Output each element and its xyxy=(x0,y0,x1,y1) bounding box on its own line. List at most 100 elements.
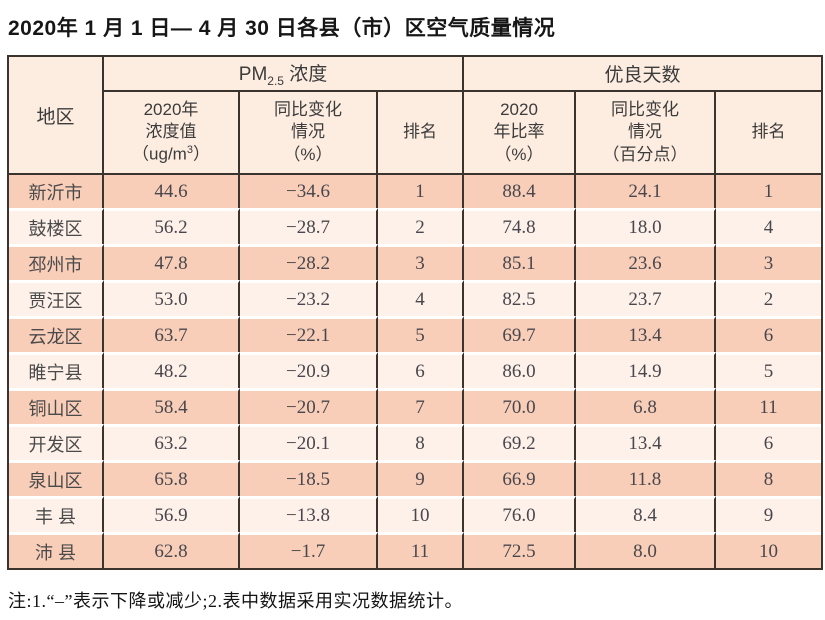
pm-rank-cell: 4 xyxy=(378,280,464,316)
pm-change-cell: −28.2 xyxy=(240,244,378,280)
region-column-header: 地区 xyxy=(9,57,104,175)
ratio-cell: 70.0 xyxy=(464,388,576,424)
air-quality-table: 地区 PM2.5 浓度 优良天数 2020年 浓度值 （ug/m3） 同比变化 … xyxy=(7,55,824,570)
pm-unit-prefix: （ug/m xyxy=(132,144,187,164)
pm-change-cell: −28.7 xyxy=(240,208,378,244)
good-rank-cell: 6 xyxy=(716,316,822,352)
pm-value-header-line1: 2020年 xyxy=(143,100,199,120)
header-group-row: 地区 PM2.5 浓度 优良天数 xyxy=(9,57,822,175)
table-row: 泉山区 65.8 −18.5 9 66.9 11.8 8 xyxy=(9,460,822,496)
page-title: 2020年 1 月 1 日— 4 月 30 日各县（市）区空气质量情况 xyxy=(8,17,556,40)
pm-change-header-line2: 情况 xyxy=(291,122,325,142)
pm25-group-header: PM2.5 浓度 xyxy=(104,57,464,92)
pm-change-cell: −13.8 xyxy=(240,496,378,532)
ratio-cell: 74.8 xyxy=(464,208,576,244)
ratio-change-cell: 8.0 xyxy=(576,532,716,568)
good-rank-cell: 3 xyxy=(716,244,822,280)
region-cell: 鼓楼区 xyxy=(9,208,104,244)
pm-value-cell: 63.7 xyxy=(104,316,240,352)
ratio-cell: 66.9 xyxy=(464,460,576,496)
good-rank-cell: 11 xyxy=(716,388,822,424)
pm-rank-cell: 1 xyxy=(378,175,464,208)
pm25-label-subscript: 2.5 xyxy=(267,73,284,88)
table-row: 铜山区 58.4 −20.7 7 70.0 6.8 11 xyxy=(9,388,822,424)
pm-value-cell: 44.6 xyxy=(104,175,240,208)
ratio-change-header-line3: （百分点） xyxy=(602,144,688,164)
table-header: 地区 PM2.5 浓度 优良天数 2020年 浓度值 （ug/m3） 同比变化 … xyxy=(9,57,822,175)
pm-rank-cell: 6 xyxy=(378,352,464,388)
region-cell: 云龙区 xyxy=(9,316,104,352)
pm25-label-prefix: PM xyxy=(238,64,268,86)
table-row: 鼓楼区 56.2 −28.7 2 74.8 18.0 4 xyxy=(9,208,822,244)
pm-value-header-line2: 浓度值 xyxy=(145,122,197,142)
pm-value-header-unit: （ug/m3） xyxy=(104,143,238,166)
pm-unit-suffix: ） xyxy=(192,144,210,164)
ratio-change-cell: 11.8 xyxy=(576,460,716,496)
pm-change-cell: −23.2 xyxy=(240,280,378,316)
ratio-cell: 88.4 xyxy=(464,175,576,208)
pm-rank-cell: 8 xyxy=(378,424,464,460)
region-cell: 邳州市 xyxy=(9,244,104,280)
pm-rank-cell: 9 xyxy=(378,460,464,496)
ratio-change-cell: 8.4 xyxy=(576,496,716,532)
region-cell: 开发区 xyxy=(9,424,104,460)
ratio-change-cell: 23.7 xyxy=(576,280,716,316)
good-rank-cell: 9 xyxy=(716,496,822,532)
good-rank-column-header: 排名 xyxy=(716,92,822,175)
pm-unit-superscript: 3 xyxy=(186,144,193,157)
region-cell: 新沂市 xyxy=(9,175,104,208)
good-rank-cell: 6 xyxy=(716,424,822,460)
ratio-cell: 76.0 xyxy=(464,496,576,532)
ratio-change-cell: 6.8 xyxy=(576,388,716,424)
table-row: 沛 县 62.8 −1.7 11 72.5 8.0 10 xyxy=(9,532,822,568)
table-body: 新沂市 44.6 −34.6 1 88.4 24.1 1 鼓楼区 56.2 −2… xyxy=(9,175,822,568)
pm-value-cell: 48.2 xyxy=(104,352,240,388)
region-cell: 泉山区 xyxy=(9,460,104,496)
pm-change-cell: −20.7 xyxy=(240,388,378,424)
pm-value-cell: 62.8 xyxy=(104,532,240,568)
pm-rank-cell: 5 xyxy=(378,316,464,352)
ratio-change-cell: 14.9 xyxy=(576,352,716,388)
region-cell: 铜山区 xyxy=(9,388,104,424)
pm-value-cell: 58.4 xyxy=(104,388,240,424)
ratio-change-header-line2: 情况 xyxy=(628,122,662,142)
ratio-change-cell: 13.4 xyxy=(576,424,716,460)
good-rank-cell: 2 xyxy=(716,280,822,316)
ratio-header-line1: 2020 xyxy=(500,100,538,120)
ratio-change-cell: 18.0 xyxy=(576,208,716,244)
pm25-label-suffix: 浓度 xyxy=(283,64,328,86)
pm-rank-cell: 3 xyxy=(378,244,464,280)
footnote: 注:1.“–”表示下降或减少;2.表中数据采用实况数据统计。 xyxy=(8,591,463,611)
ratio-cell: 72.5 xyxy=(464,532,576,568)
pm-change-header-line1: 同比变化 xyxy=(274,100,342,120)
pm-change-cell: −34.6 xyxy=(240,175,378,208)
ratio-header-line3: （%） xyxy=(494,144,544,164)
ratio-cell: 69.7 xyxy=(464,316,576,352)
ratio-cell: 69.2 xyxy=(464,424,576,460)
good-rank-cell: 1 xyxy=(716,175,822,208)
pm-change-cell: −20.9 xyxy=(240,352,378,388)
table-row: 邳州市 47.8 −28.2 3 85.1 23.6 3 xyxy=(9,244,822,280)
pm-value-cell: 65.8 xyxy=(104,460,240,496)
pm-change-cell: −1.7 xyxy=(240,532,378,568)
pm-change-header-line3: （%） xyxy=(283,144,333,164)
table-row: 睢宁县 48.2 −20.9 6 86.0 14.9 5 xyxy=(9,352,822,388)
region-cell: 睢宁县 xyxy=(9,352,104,388)
ratio-cell: 85.1 xyxy=(464,244,576,280)
pm-value-cell: 53.0 xyxy=(104,280,240,316)
pm-value-cell: 56.2 xyxy=(104,208,240,244)
pm-change-cell: −20.1 xyxy=(240,424,378,460)
pm-rank-cell: 11 xyxy=(378,532,464,568)
ratio-change-header-line1: 同比变化 xyxy=(611,100,679,120)
good-days-group-header: 优良天数 xyxy=(464,57,822,92)
ratio-cell: 86.0 xyxy=(464,352,576,388)
table-row: 新沂市 44.6 −34.6 1 88.4 24.1 1 xyxy=(9,175,822,208)
table-row: 贾汪区 53.0 −23.2 4 82.5 23.7 2 xyxy=(9,280,822,316)
ratio-change-cell: 13.4 xyxy=(576,316,716,352)
pm-change-column-header: 同比变化 情况 （%） xyxy=(240,92,378,175)
pm-value-cell: 47.8 xyxy=(104,244,240,280)
ratio-header-line2: 年比率 xyxy=(493,122,545,142)
table-row: 丰 县 56.9 −13.8 10 76.0 8.4 9 xyxy=(9,496,822,532)
region-cell: 丰 县 xyxy=(9,496,104,532)
ratio-column-header: 2020 年比率 （%） xyxy=(464,92,576,175)
